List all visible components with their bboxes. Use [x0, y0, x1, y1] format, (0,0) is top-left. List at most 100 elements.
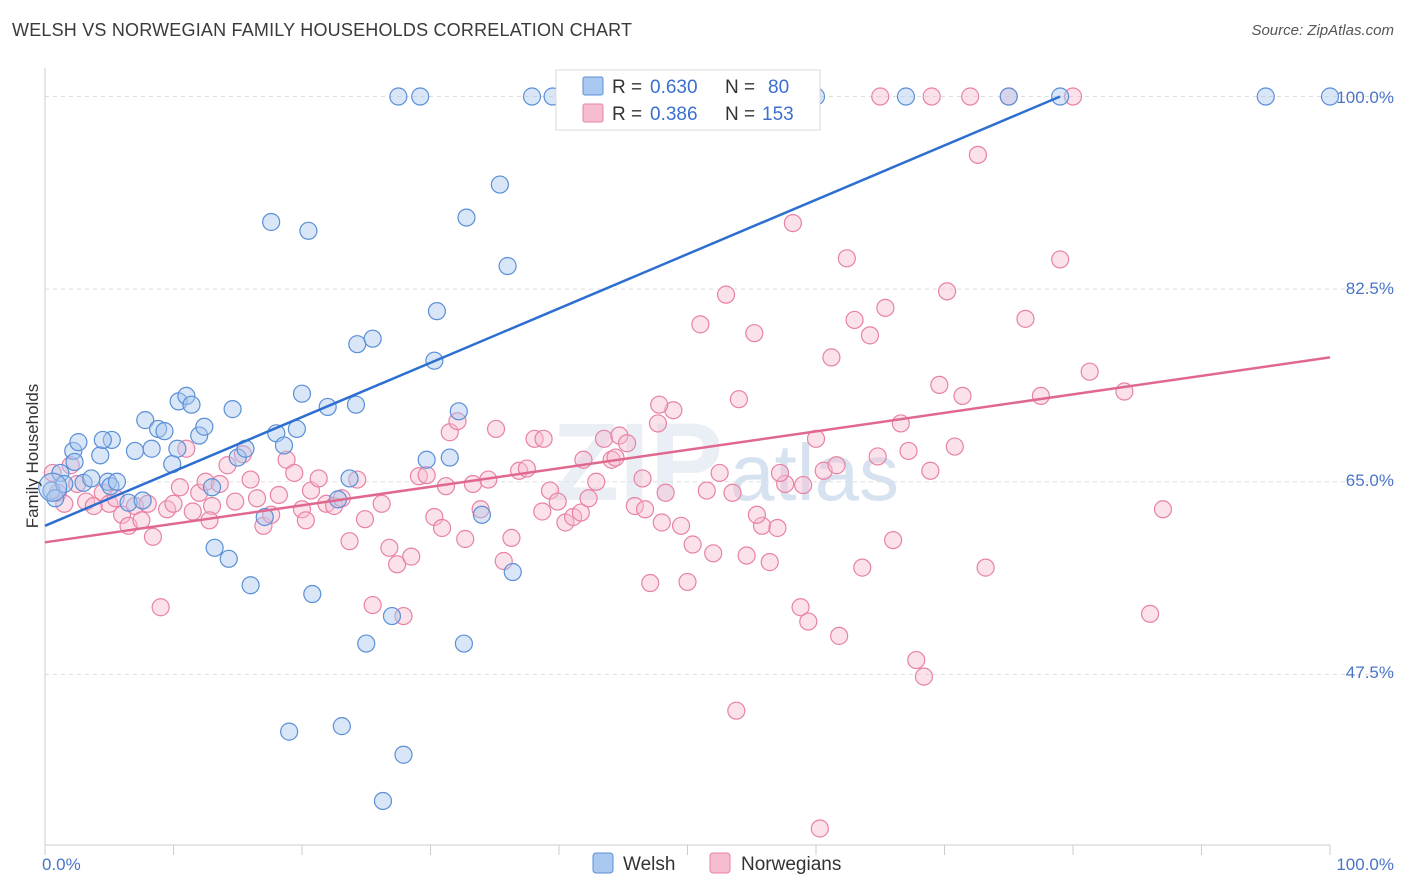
welsh-point [389, 87, 408, 106]
legend-welsh-swatch [582, 76, 604, 96]
norwegians-point [664, 401, 683, 420]
norwegians-point [930, 375, 949, 394]
norwegians-point [285, 463, 304, 483]
norwegians-point [791, 598, 810, 617]
norwegians-point [380, 538, 399, 557]
welsh-point [417, 450, 436, 469]
norwegians-point [650, 395, 669, 414]
norwegians-point [218, 456, 237, 475]
norwegians-point [151, 598, 170, 617]
norwegians-point [606, 448, 625, 467]
norwegians-point [770, 463, 790, 483]
norwegians-point [372, 494, 391, 513]
norwegians-point [845, 310, 864, 330]
welsh-point [190, 426, 209, 445]
welsh-point [55, 474, 74, 494]
norwegians-point [783, 213, 802, 233]
norwegians-point [745, 324, 764, 343]
y-tick-label-47-5: 47.5% [1346, 663, 1394, 682]
norwegians-point [534, 429, 553, 448]
welsh-point [292, 384, 312, 403]
welsh-point [332, 717, 351, 736]
norwegians-point [799, 612, 818, 631]
norwegians-point [837, 249, 856, 268]
norwegians-point [348, 470, 367, 489]
welsh-point [274, 436, 294, 455]
norwegians-point [340, 532, 359, 551]
welsh-point [427, 302, 447, 321]
norwegians-point [241, 470, 260, 489]
norwegians-point [683, 535, 702, 554]
norwegians-point [202, 496, 222, 516]
norwegians-point [247, 489, 267, 508]
norwegians-point [953, 386, 972, 406]
legend-welsh-n-value: 80 [768, 77, 789, 98]
norwegians-point [1063, 87, 1083, 106]
welsh-point [65, 452, 84, 472]
legend-norwegians-n-value: 153 [762, 104, 794, 125]
norwegians-point [164, 494, 183, 513]
welsh-point [457, 208, 476, 227]
welsh-point [394, 745, 413, 764]
x-tick-label-max: 100.0% [1336, 855, 1394, 874]
welsh-trend-line [44, 95, 1061, 527]
welsh-point [241, 576, 260, 595]
norwegians-point [456, 529, 475, 549]
chart-title: WELSH VS NORWEGIAN FAMILY HOUSEHOLDS COR… [12, 20, 633, 40]
welsh-point [449, 402, 468, 421]
norwegians-point [309, 469, 328, 488]
legend-welsh-r-label: R = [612, 77, 642, 98]
norwegians-point [922, 87, 941, 106]
legend-welsh-r-value: 0.630 [650, 77, 698, 98]
welsh-point [255, 507, 274, 527]
norwegians-point [402, 547, 421, 566]
norwegians-point [697, 481, 716, 500]
welsh-point [454, 634, 474, 653]
norwegians-point [143, 527, 163, 546]
welsh-point [348, 335, 367, 354]
norwegians-point [810, 819, 829, 838]
welsh-point [136, 411, 155, 430]
norwegians-point [633, 469, 652, 488]
norwegians-point [502, 528, 521, 547]
norwegians-point [860, 326, 880, 345]
norwegians-point [747, 505, 766, 524]
welsh-point [340, 469, 359, 488]
welsh-point [195, 417, 214, 436]
norwegians-point [710, 463, 729, 483]
norwegians-point [533, 502, 552, 521]
norwegians-point [183, 502, 202, 521]
norwegians-point [1080, 362, 1099, 381]
norwegians-point [716, 285, 736, 304]
y-tick-label-65: 65.0% [1346, 471, 1394, 490]
norwegians-point [727, 701, 746, 720]
norwegians-point [752, 516, 772, 535]
welsh-point [46, 489, 65, 508]
norwegians-point [1153, 500, 1173, 519]
stats-legend: R = 0.630 N = 80 R = 0.386 N = 153 [555, 69, 821, 131]
norwegians-point [226, 492, 245, 511]
legend-norwegians-swatch [582, 103, 604, 123]
bottom-legend-norwegians-label: Norwegians [741, 854, 841, 875]
norwegians-point [868, 447, 887, 466]
norwegians-point [648, 414, 668, 433]
norwegians-point [822, 348, 841, 367]
norwegians-point [876, 298, 895, 317]
welsh-point [107, 472, 127, 491]
welsh-point [363, 329, 382, 348]
norwegians-trend-line [44, 356, 1331, 544]
norwegians-point [618, 434, 637, 453]
welsh-point [69, 433, 88, 452]
norwegians-point [68, 474, 87, 494]
norwegians-point [409, 467, 429, 486]
norwegians-point [1016, 309, 1035, 328]
welsh-point [498, 256, 517, 276]
welsh-point [522, 87, 542, 106]
legend-norwegians-r-value: 0.386 [650, 104, 698, 125]
norwegians-point [827, 456, 846, 475]
norwegians-point [641, 573, 660, 593]
norwegians-point [269, 485, 288, 505]
norwegians-point [899, 441, 918, 461]
welsh-point [503, 562, 522, 582]
norwegians-point [132, 511, 151, 530]
